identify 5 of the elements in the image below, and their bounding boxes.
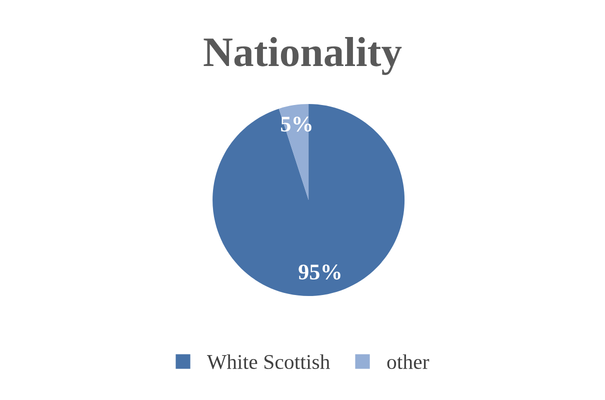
legend-label: other xyxy=(387,354,430,370)
legend-label: White Scottish xyxy=(206,354,330,370)
pie-slice xyxy=(212,104,405,296)
chart-title: Nationality xyxy=(204,37,402,75)
data-label: 95% xyxy=(298,264,340,280)
